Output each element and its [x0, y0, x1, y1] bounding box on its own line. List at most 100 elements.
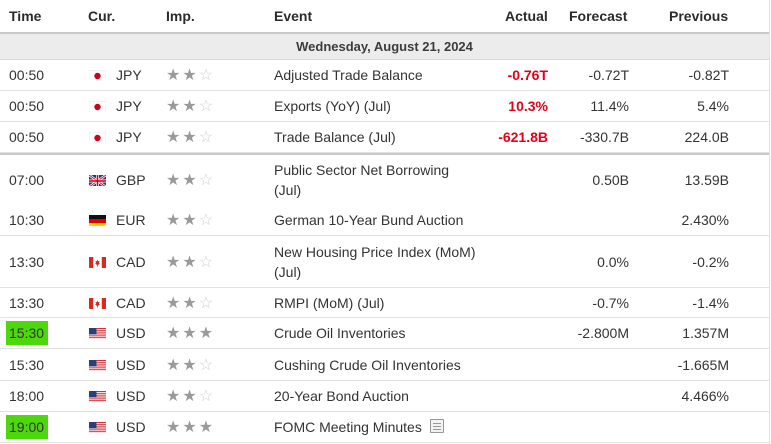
event-time: 13:30 — [9, 253, 45, 270]
document-icon[interactable] — [429, 419, 444, 433]
star-filled-icon: ★ — [182, 388, 199, 405]
importance-stars: ★★☆ — [166, 170, 215, 190]
event-name[interactable]: FOMC Meeting Minutes — [274, 417, 444, 437]
event-previous: -0.2% — [692, 253, 729, 270]
header-actual[interactable]: Actual — [505, 8, 548, 24]
table-row[interactable]: 13:30 CAD ★★☆ New Housing Price Index (MoM)… — [0, 236, 769, 288]
star-filled-icon: ★ — [182, 67, 199, 84]
header-importance[interactable]: Imp. — [166, 8, 195, 24]
event-previous: 4.466% — [681, 388, 729, 404]
star-filled-icon: ★ — [182, 294, 199, 312]
event-actual: -0.76T — [507, 67, 548, 83]
event-previous: 2.430% — [681, 211, 729, 228]
header-forecast[interactable]: Forecast — [569, 8, 628, 24]
event-time: 00:50 — [9, 129, 45, 145]
usa-flag-icon — [89, 421, 106, 433]
table-row[interactable]: 13:30 CAD ★★☆ RMPI (MoM) (Jul) -0.7% -1.4% — [0, 288, 769, 318]
header-currency[interactable]: Cur. — [88, 8, 116, 24]
event-time: 10:30 — [9, 211, 45, 228]
table-row[interactable]: 15:30 USD ★★☆ Cushing Crude Oil Inventories… — [0, 349, 769, 381]
importance-stars: ★★★ — [166, 323, 215, 343]
event-currency: EUR — [116, 211, 146, 228]
event-currency: USD — [116, 325, 146, 341]
star-empty-icon: ☆ — [198, 172, 216, 189]
importance-stars: ★★☆ — [166, 355, 215, 375]
event-name[interactable]: 20-Year Bond Auction — [274, 386, 409, 406]
importance-stars: ★★☆ — [166, 127, 215, 147]
table-row[interactable]: 00:50 JPY ★★☆ Adjusted Trade Balance -0.76T -… — [0, 60, 769, 91]
table-row[interactable]: 19:00 USD ★★★ FOMC Meeting Minutes — [0, 412, 769, 443]
star-filled-icon: ★ — [182, 253, 199, 271]
event-name-text: German 10-Year Bund Auction — [274, 211, 464, 228]
event-name-text: Exports (YoY) (Jul) — [274, 98, 391, 114]
event-name[interactable]: Cushing Crude Oil Inventories — [274, 355, 461, 375]
table-row[interactable]: 18:00 USD ★★☆ 20-Year Bond Auction 4.466% — [0, 381, 769, 412]
star-filled-icon: ★ — [182, 356, 199, 374]
table-row[interactable]: 00:50 JPY ★★☆ Trade Balance (Jul) -621.8B -33… — [0, 122, 769, 153]
star-filled-icon: ★ — [182, 211, 199, 229]
star-filled-icon: ★ — [166, 419, 183, 436]
usa-flag-icon — [89, 327, 106, 339]
star-filled-icon: ★ — [182, 419, 199, 436]
event-forecast: 0.50B — [592, 172, 629, 188]
star-filled-icon: ★ — [182, 172, 199, 189]
header-event[interactable]: Event — [274, 8, 313, 24]
event-time: 15:30 — [6, 321, 49, 345]
event-name[interactable]: RMPI (MoM) (Jul) — [274, 293, 384, 313]
event-actual: -621.8B — [498, 129, 548, 145]
header-previous[interactable]: Previous — [669, 8, 729, 24]
event-forecast: -2.800M — [577, 325, 629, 341]
date-band: Wednesday, August 21, 2024 — [0, 34, 769, 60]
header-time[interactable]: Time — [9, 8, 42, 24]
event-name[interactable]: New Housing Price Index (MoM) (Jul) — [274, 242, 476, 282]
event-time: 13:30 — [9, 294, 45, 311]
event-name[interactable]: Public Sector Net Borrowing (Jul) — [274, 160, 449, 200]
event-name[interactable]: Trade Balance (Jul) — [274, 127, 396, 147]
event-forecast: 0.0% — [597, 253, 629, 270]
event-currency: CAD — [116, 294, 146, 311]
event-name-line: New Housing Price Index (MoM) — [274, 243, 476, 260]
event-name-text: Cushing Crude Oil Inventories — [274, 356, 461, 373]
star-filled-icon: ★ — [166, 294, 183, 312]
japan-flag-icon — [89, 69, 106, 81]
star-filled-icon: ★ — [166, 325, 183, 342]
table-row[interactable]: 10:30 EUR ★★☆ German 10-Year Bund Auction 2.… — [0, 204, 769, 236]
star-filled-icon: ★ — [166, 356, 183, 374]
event-name[interactable]: German 10-Year Bund Auction — [274, 210, 463, 230]
star-empty-icon: ☆ — [198, 211, 216, 229]
event-currency: JPY — [116, 67, 142, 83]
table-header: Time Cur. Imp. Event Actual Forecast Pre… — [0, 0, 769, 34]
event-name[interactable]: Crude Oil Inventories — [274, 323, 406, 343]
event-previous: -1.4% — [692, 294, 729, 311]
event-name[interactable]: Adjusted Trade Balance — [274, 65, 423, 85]
star-filled-icon: ★ — [198, 325, 216, 342]
event-previous: 1.357M — [682, 325, 729, 341]
event-time: 19:00 — [6, 415, 49, 439]
star-filled-icon: ★ — [166, 172, 183, 189]
usa-flag-icon — [89, 390, 106, 402]
event-name[interactable]: Exports (YoY) (Jul) — [274, 96, 391, 116]
event-time: 07:00 — [9, 172, 45, 188]
canada-flag-icon — [89, 256, 106, 268]
event-previous: -0.82T — [688, 67, 729, 83]
star-filled-icon: ★ — [166, 211, 183, 229]
event-time: 00:50 — [9, 67, 45, 83]
event-name-text: Adjusted Trade Balance — [274, 67, 423, 83]
table-row[interactable]: 07:00 GBP ★★☆ Public Sector Net Borrowing (J… — [0, 153, 769, 206]
event-currency: USD — [116, 388, 146, 404]
event-forecast: -330.7B — [579, 129, 629, 145]
event-currency: USD — [116, 356, 146, 373]
table-row[interactable]: 15:30 USD ★★★ Crude Oil Inventories -2.800M 1… — [0, 318, 769, 349]
event-currency: GBP — [116, 172, 146, 188]
usa-flag-icon — [89, 359, 106, 371]
table-row[interactable]: 00:50 JPY ★★☆ Exports (YoY) (Jul) 10.3% 11.4%… — [0, 91, 769, 122]
star-filled-icon: ★ — [166, 129, 183, 146]
germany-flag-icon — [89, 214, 106, 226]
importance-stars: ★★☆ — [166, 65, 215, 85]
event-forecast: -0.72T — [588, 67, 629, 83]
event-name-line: (Jul) — [274, 182, 302, 198]
star-filled-icon: ★ — [166, 253, 183, 271]
event-previous: 224.0B — [684, 129, 729, 145]
star-filled-icon: ★ — [166, 388, 183, 405]
